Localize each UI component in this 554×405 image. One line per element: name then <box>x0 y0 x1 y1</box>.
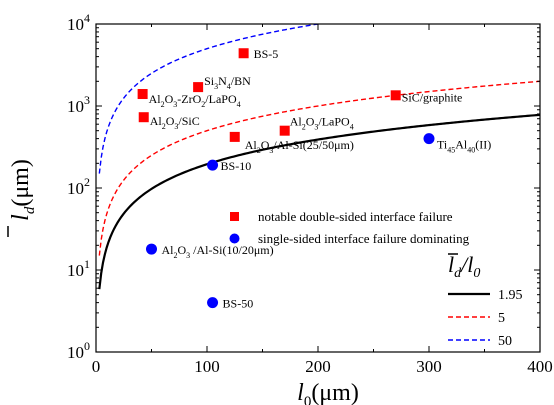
y-tick-label: 101 <box>67 257 90 280</box>
point-label: BS-10 <box>221 159 252 173</box>
square-marker <box>137 89 148 100</box>
point-label: SiC/graphite <box>402 90 463 104</box>
point-label: Al2​O3​/LaPO4​ <box>290 115 354 132</box>
x-tick-label: 100 <box>194 357 220 376</box>
axis-titles: l0(μm) ld(μm) <box>7 159 359 405</box>
x-tick-label: 0 <box>92 357 101 376</box>
y-axis-title-group: ld(μm) <box>7 159 38 237</box>
point-label: Al2​O3​ /Al-Si(10/20μm) <box>162 243 274 260</box>
circle-marker <box>146 243 157 255</box>
x-tick-label: 400 <box>527 357 553 376</box>
point-label: Al2​O3​/Al-Si(25/50μm) <box>245 138 354 155</box>
x-axis-title: l0(μm) <box>297 380 359 405</box>
line-legend-title: ld/l0 <box>448 252 480 281</box>
legend-line-label: 1.95 <box>498 288 523 303</box>
legend-circle-marker <box>229 233 240 244</box>
circle-marker <box>207 159 219 171</box>
legend-marker-label: notable double-sided interface failure <box>258 209 453 224</box>
square-marker <box>238 48 249 59</box>
square-marker <box>138 112 149 123</box>
y-axis-title: ld(μm) <box>8 159 38 221</box>
x-tick-label: 300 <box>416 357 442 376</box>
series-line-5 <box>98 80 540 256</box>
x-tick-label: 200 <box>305 357 331 376</box>
circle-marker <box>423 133 435 145</box>
point-label: Ti45​Al40​(II) <box>437 138 491 155</box>
square-marker <box>229 131 240 142</box>
circle-marker <box>207 297 219 309</box>
plot-frame <box>95 23 541 353</box>
y-tick-label: 102 <box>67 175 90 198</box>
series-line-1.95 <box>98 113 540 290</box>
legend-line-label: 50 <box>498 334 512 349</box>
point-label: Si3​N4​/BN <box>204 74 251 91</box>
legend: notable double-sided interface failure si… <box>229 209 523 349</box>
legend-line-label: 5 <box>498 311 505 326</box>
y-tick-label: 100 <box>67 339 90 362</box>
square-marker <box>279 125 290 136</box>
point-label: Al2​O3​/SiC <box>150 114 200 131</box>
legend-square-marker <box>230 212 239 221</box>
y-tick-label: 103 <box>67 93 90 116</box>
y-tick-label: 104 <box>67 11 90 34</box>
point-label: Al2​O3​-ZrO2​/LaPO4​ <box>149 92 241 109</box>
data-points <box>137 48 435 309</box>
point-label: BS-5 <box>254 47 279 61</box>
square-marker <box>390 90 401 101</box>
series-curves <box>98 24 540 290</box>
point-label: BS-50 <box>223 297 254 311</box>
square-marker <box>193 82 204 93</box>
legend-marker-label: single-sided interface failure dominatin… <box>258 231 470 246</box>
